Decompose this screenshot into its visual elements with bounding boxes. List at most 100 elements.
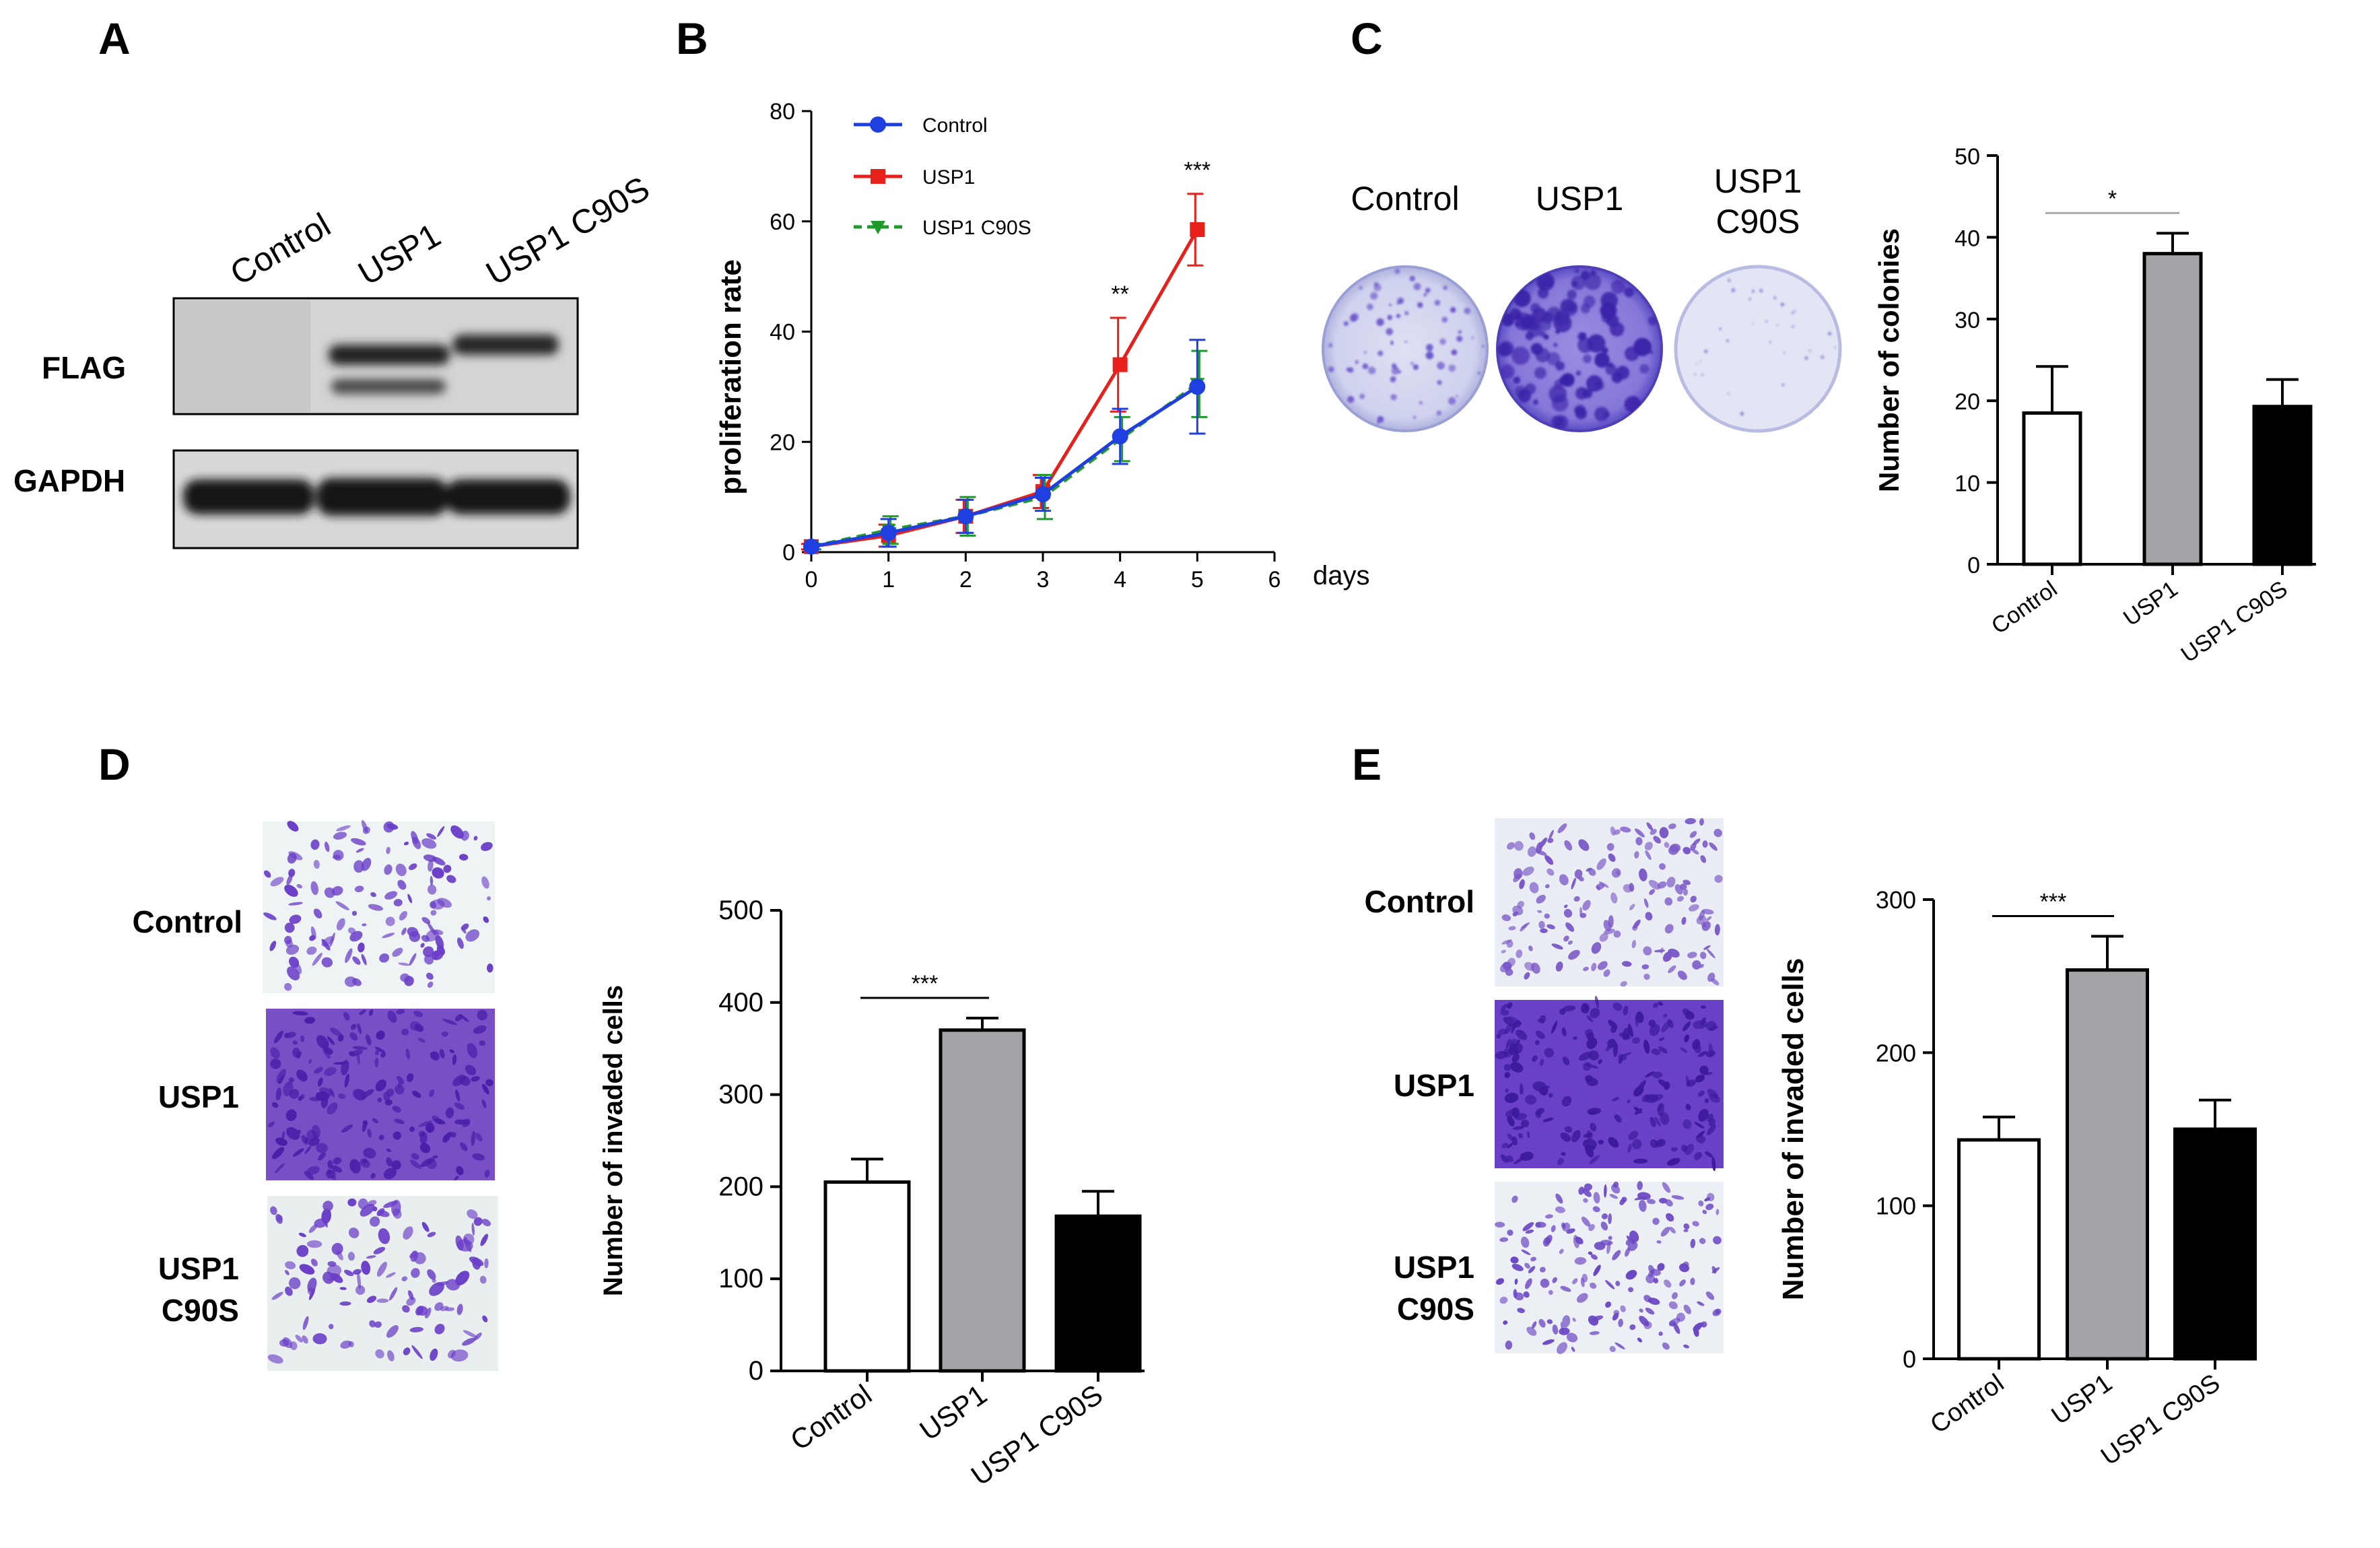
stained-cell (345, 948, 353, 964)
colony (1477, 371, 1481, 375)
stained-cell (1499, 1237, 1509, 1242)
stained-cell (327, 1260, 337, 1267)
colony (1780, 302, 1785, 307)
stained-cell (306, 1129, 318, 1142)
stained-cell (1643, 1321, 1652, 1330)
stained-cell (1525, 1230, 1534, 1234)
bar-usp1-c90s (2252, 405, 2313, 566)
proliferation-xtick-label: 6 (1268, 567, 1281, 593)
stained-cell (1540, 1278, 1550, 1288)
stained-cell (1580, 1277, 1585, 1287)
stained-cell (301, 1135, 308, 1145)
stained-cell (1557, 1157, 1564, 1166)
stained-cell (1565, 922, 1575, 932)
stained-cell (1563, 935, 1569, 942)
colony (1398, 299, 1404, 304)
transwell-e-cells-usp1-c90s (1495, 1181, 1722, 1355)
colony (1587, 334, 1606, 353)
stained-cell (1700, 855, 1707, 863)
stained-cell (385, 916, 395, 927)
stained-cell (1526, 1326, 1537, 1336)
stained-cell (336, 825, 351, 832)
stained-cell (1535, 1222, 1541, 1228)
stained-cell (445, 1307, 455, 1312)
colony (1561, 373, 1575, 387)
proliferation-xtick-label: 5 (1191, 567, 1204, 593)
stained-cell (1629, 1324, 1636, 1331)
legend-label-usp1: USP1 (922, 166, 975, 189)
stained-cell (1641, 1094, 1651, 1102)
stained-cell (1542, 1117, 1554, 1122)
colony (1748, 297, 1752, 301)
colony (1595, 380, 1600, 386)
stained-cell (1637, 1080, 1647, 1091)
colony (1419, 401, 1423, 405)
stained-cell (1668, 1301, 1678, 1310)
stained-cell (1571, 1347, 1575, 1352)
stained-cell (446, 1279, 461, 1291)
stained-cell (1520, 1119, 1530, 1128)
stained-cell (1685, 1011, 1695, 1020)
stained-cell (442, 1133, 450, 1143)
stained-cell (1670, 1147, 1678, 1152)
stained-cell (1620, 981, 1627, 987)
lane-label-control: Control (224, 205, 337, 292)
stained-cell (383, 1091, 390, 1102)
bar-chart-ytick-label: 10 (1954, 471, 1980, 497)
stained-cell (1547, 838, 1554, 844)
stained-cell (1501, 1143, 1509, 1149)
stained-cell (449, 1049, 454, 1054)
stained-cell (1625, 1248, 1630, 1257)
colony (1373, 281, 1379, 287)
stained-cell (1544, 913, 1550, 919)
stained-cell (1655, 1139, 1663, 1148)
colony (1404, 310, 1409, 316)
stained-cell (1699, 1065, 1709, 1075)
stained-cell (1679, 1263, 1690, 1273)
stained-cell (1507, 1142, 1514, 1149)
stained-cell (1677, 970, 1687, 980)
stained-cell (1657, 1263, 1665, 1271)
stained-cell (1715, 1309, 1720, 1315)
stained-cell (461, 923, 469, 931)
stained-cell (1715, 1209, 1720, 1215)
stained-cell (330, 1028, 342, 1037)
stained-cell (1713, 828, 1722, 838)
colony (1821, 355, 1825, 359)
stained-cell (1513, 873, 1522, 883)
stained-cell (376, 1261, 387, 1277)
category-label-usp1: USP1 (914, 1378, 992, 1446)
stained-cell (1536, 894, 1546, 904)
stained-cell (429, 1089, 435, 1098)
stained-cell (1606, 842, 1614, 851)
colony (1567, 290, 1577, 300)
stained-cell (1527, 846, 1537, 857)
stained-cell (1503, 1064, 1511, 1071)
stained-cell (1696, 1131, 1705, 1139)
stained-cell (1647, 1199, 1656, 1205)
stained-cell (423, 946, 434, 957)
bar-chart-ytick-label: 0 (749, 1356, 763, 1386)
stained-cell (458, 854, 469, 861)
stained-cell (347, 1198, 357, 1207)
stained-cell (1645, 1071, 1655, 1078)
stained-cell (1495, 1278, 1504, 1285)
stained-cell (486, 896, 491, 901)
stained-cell (465, 1065, 476, 1075)
stained-cell (361, 953, 367, 966)
stained-cell (1692, 1039, 1701, 1050)
colony (1546, 352, 1561, 366)
stained-cell (420, 943, 425, 948)
stained-cell (1506, 1155, 1514, 1163)
stained-cell (1537, 910, 1542, 913)
stained-cell (287, 821, 299, 832)
stained-cell (1522, 866, 1534, 876)
stained-cell (1709, 1093, 1720, 1103)
stained-cell (267, 1354, 283, 1364)
stained-cell (1631, 939, 1636, 949)
stained-cell (1649, 889, 1656, 896)
stained-cell (1711, 1266, 1717, 1274)
stained-cell (1653, 836, 1662, 844)
stained-cell (1542, 1237, 1551, 1247)
stained-cell (1615, 1281, 1621, 1287)
